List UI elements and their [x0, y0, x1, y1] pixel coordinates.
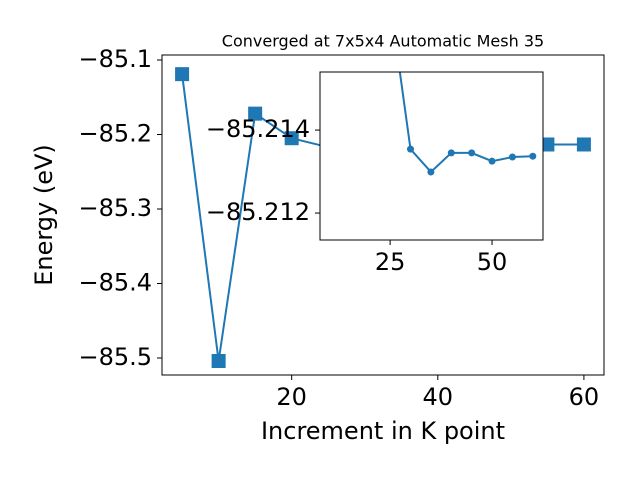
marker: [447, 149, 455, 157]
x-tick-label: 25: [375, 248, 406, 276]
y-tick-label: −85.2: [78, 119, 152, 147]
marker: [284, 131, 299, 146]
marker: [211, 353, 226, 368]
marker: [540, 137, 555, 152]
marker: [427, 168, 435, 176]
y-tick-label: −85.214: [206, 115, 310, 143]
axes-frame: [319, 71, 544, 241]
x-tick-label: 50: [477, 248, 508, 276]
x-tick-label: 40: [423, 383, 454, 411]
y-axis-label: Energy (eV): [30, 144, 58, 286]
marker: [508, 153, 516, 161]
y-tick-label: −85.4: [78, 269, 152, 297]
x-tick-label: 20: [276, 383, 307, 411]
marker: [248, 106, 263, 121]
axes-frame: [161, 54, 605, 376]
marker: [468, 149, 476, 157]
y-tick-label: −85.3: [78, 194, 152, 222]
marker: [488, 157, 496, 165]
plot-area: [320, 72, 543, 240]
y-tick-label: −85.5: [78, 343, 152, 371]
x-tick-label: 60: [569, 383, 600, 411]
y-tick-label: −85.212: [206, 198, 310, 226]
marker: [529, 152, 537, 160]
chart-title: Converged at 7x5x4 Automatic Mesh 35: [222, 32, 544, 51]
marker: [407, 145, 415, 153]
marker: [175, 67, 190, 82]
y-tick-label: −85.1: [78, 45, 152, 73]
marker: [576, 137, 591, 152]
x-axis-label: Increment in K point: [261, 417, 505, 445]
marker: [387, 0, 394, 5]
